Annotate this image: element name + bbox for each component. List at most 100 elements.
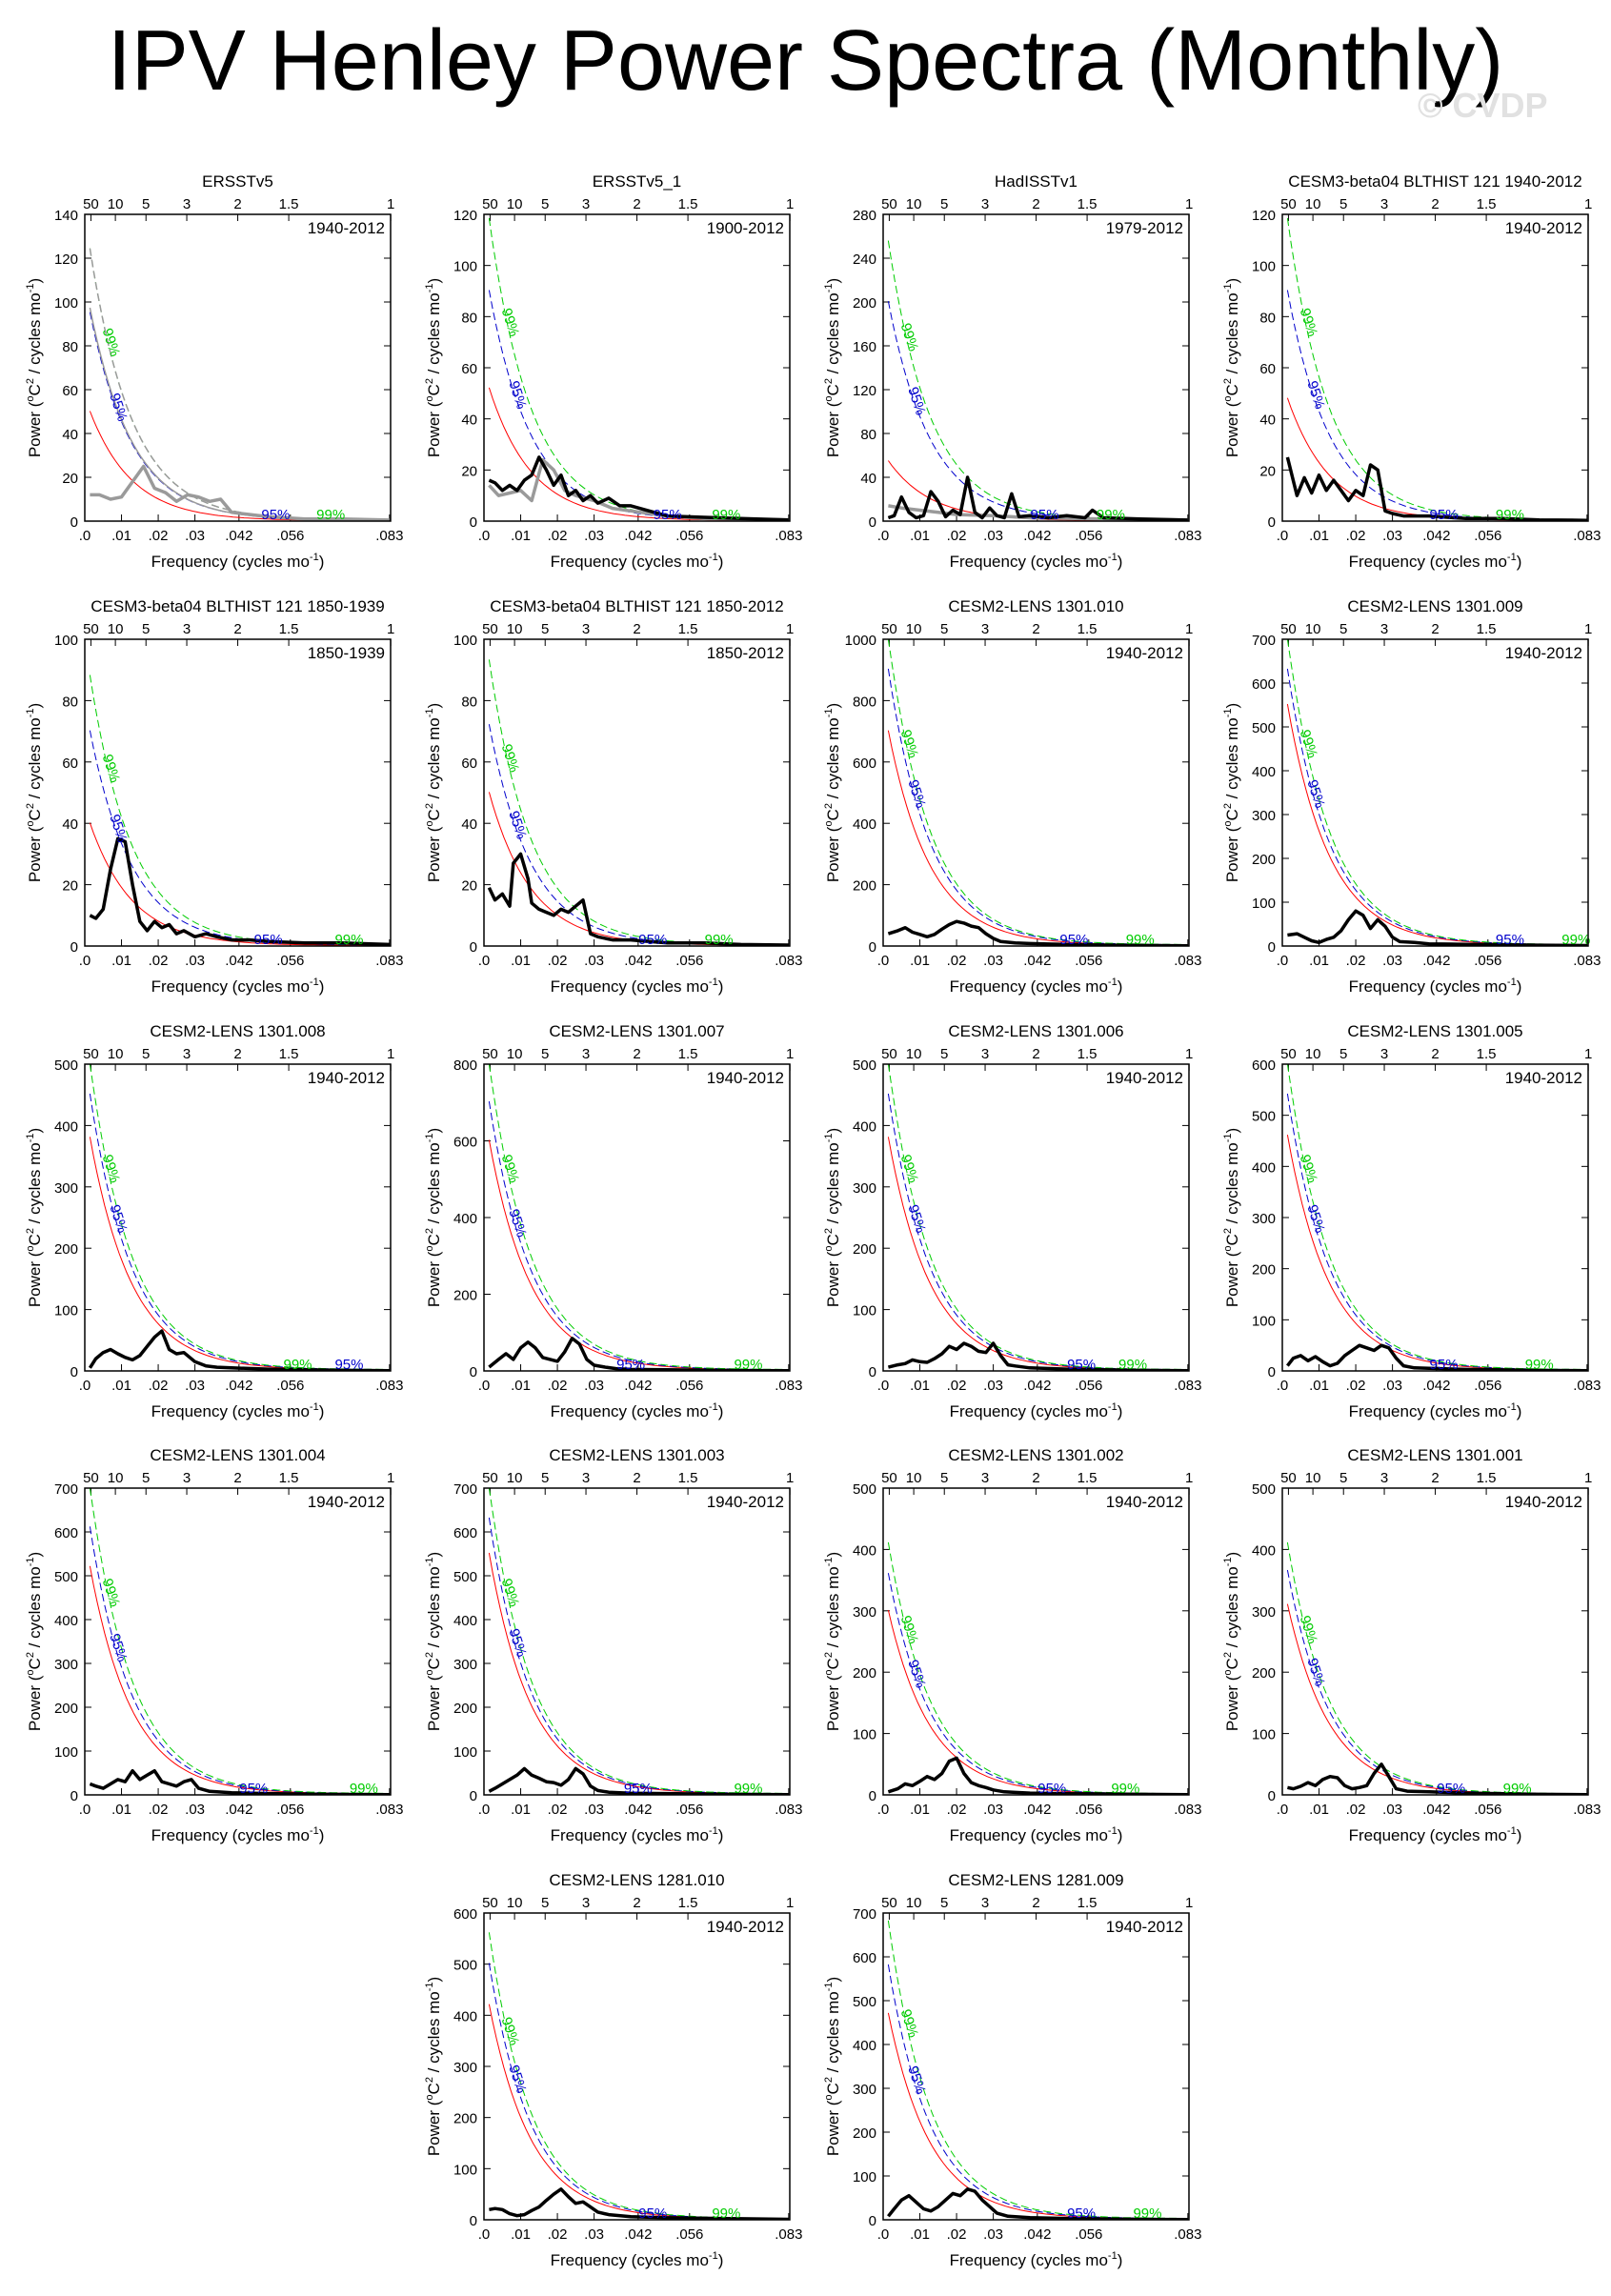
plot-frame	[882, 213, 1190, 522]
y-tick-label: 700	[853, 1906, 876, 1923]
y-tick-label: 700	[54, 1481, 78, 1498]
y-tick-label: 40	[461, 413, 477, 429]
x-tick-label: .042	[1422, 528, 1450, 544]
top-tick-label: 10	[1305, 621, 1321, 637]
curves	[887, 1541, 1188, 1795]
top-tick-label: 1.5	[678, 621, 698, 637]
x-axis-label: Frequency (cycles mo-1)	[551, 2250, 724, 2269]
label-95-percent: 95%	[1303, 778, 1327, 811]
x-tick-label: .03	[1382, 528, 1402, 544]
spectrum-panel: ERSSTv5 1940-2012 0 20 40 60 80 100 120 140 .0 .01.…	[25, 172, 403, 571]
x-tick-label: .01	[511, 953, 531, 969]
y-tick-label: 300	[853, 2082, 876, 2098]
top-tick-label: 5	[940, 621, 948, 637]
red-noise-line	[1286, 703, 1585, 946]
spectrum-panel: CESM2-LENS 1301.001 1940-2012 0 100 200 300 40…	[1222, 1446, 1601, 1844]
top-tick-label: 5	[541, 196, 549, 212]
label-99-percent-flat: 99%	[316, 507, 345, 523]
panel-title: CESM2-LENS 1301.009	[1347, 597, 1522, 615]
x-tick-label: .01	[1309, 953, 1329, 969]
top-tick-label: 50	[482, 621, 498, 637]
x-tick-label: .083	[1573, 528, 1601, 544]
spectrum-line	[89, 1768, 390, 1795]
confidence-95-line	[1286, 1569, 1585, 1795]
label-99-percent-flat: 99%	[1126, 932, 1155, 948]
y-tick-label: 0	[869, 1788, 876, 1804]
top-tick-label: 1	[1185, 1046, 1193, 1062]
plot-frame	[1281, 1063, 1589, 1372]
x-tick-label: .02	[548, 1378, 568, 1394]
confidence-99-line	[1286, 1541, 1585, 1795]
spectrum-panel: HadISSTv1 1979-2012 0 40 80 120 160 200 240 280 .0…	[823, 172, 1201, 571]
confidence-95-line	[488, 1101, 787, 1371]
panel-title: CESM2-LENS 1301.010	[948, 597, 1123, 615]
panel-title: CESM2-LENS 1281.010	[549, 1871, 724, 1889]
period-label: 1940-2012	[1106, 1069, 1183, 1087]
top-tick-label: 50	[482, 1895, 498, 1911]
top-tick-label: 2	[1032, 621, 1039, 637]
spectrum-panel: ERSSTv5_1 1900-2012 0 20 40 60 80 100 120 .0 .01 .0…	[424, 172, 802, 571]
red-noise-line	[887, 1609, 1186, 1795]
x-tick-label: .056	[1075, 1378, 1102, 1394]
plot-frame	[1281, 1487, 1589, 1796]
top-tick-label: 1	[786, 196, 794, 212]
curves	[488, 1488, 789, 1795]
spectrum-line	[488, 1766, 789, 1795]
y-tick-label: 800	[453, 1057, 477, 1074]
y-axis-label: Power (oC2 / cycles mo-1)	[823, 1552, 842, 1731]
y-tick-label: 0	[470, 514, 477, 531]
spectrum-line	[1285, 456, 1587, 521]
red-noise-line	[488, 1139, 787, 1371]
top-tick-label: 3	[183, 621, 191, 637]
top-tick-label: 3	[582, 621, 590, 637]
curves	[89, 1488, 390, 1795]
x-tick-label: .03	[983, 528, 1003, 544]
y-tick-label: 500	[453, 1958, 477, 1974]
y-tick-label: 200	[453, 1288, 477, 1304]
x-tick-label: .01	[910, 2226, 930, 2243]
top-tick-label: 2	[1032, 1046, 1039, 1062]
x-tick-label: .03	[983, 1802, 1003, 1818]
y-tick-label: 0	[1268, 1364, 1276, 1380]
x-tick-label: .0	[478, 1802, 491, 1818]
x-axis-label: Frequency (cycles mo-1)	[1349, 1825, 1522, 1844]
x-tick-label: .042	[624, 1802, 652, 1818]
x-tick-label: .0	[877, 1378, 890, 1394]
top-tick-label: 3	[981, 621, 989, 637]
top-tick-label: 2	[633, 1895, 640, 1911]
y-tick-label: 0	[70, 1788, 78, 1804]
y-tick-label: 0	[70, 514, 78, 531]
top-tick-label: 50	[1280, 196, 1297, 212]
x-tick-label: .01	[910, 953, 930, 969]
confidence-95-line	[89, 312, 388, 521]
top-tick-label: 1.5	[1077, 1046, 1097, 1062]
top-tick-label: 50	[83, 196, 99, 212]
top-tick-label: 5	[541, 1046, 549, 1062]
top-tick-label: 10	[507, 1470, 523, 1486]
x-axis-label: Frequency (cycles mo-1)	[151, 1825, 325, 1844]
spectrum-line	[487, 852, 789, 946]
label-99-percent-flat: 99%	[734, 1357, 762, 1373]
y-tick-label: 1000	[845, 633, 876, 649]
x-tick-label: .0	[1277, 528, 1289, 544]
top-tick-label: 10	[906, 1470, 922, 1486]
label-95-percent-flat: 95%	[1037, 1781, 1066, 1797]
y-tick-label: 200	[853, 295, 876, 312]
x-tick-label: .02	[149, 1802, 169, 1818]
top-tick-label: 50	[881, 1470, 897, 1486]
x-tick-label: .083	[1174, 1378, 1201, 1394]
y-axis-label: Power (oC2 / cycles mo-1)	[424, 1977, 443, 2156]
x-tick-label: .01	[511, 528, 531, 544]
label-95-percent-flat: 95%	[1437, 1781, 1465, 1797]
label-99-percent: 99%	[99, 1577, 123, 1609]
confidence-99-line	[1286, 1064, 1585, 1370]
top-tick-label: 2	[1032, 1895, 1039, 1911]
label-95-percent: 95%	[904, 778, 928, 811]
x-tick-label: .0	[79, 1802, 91, 1818]
curves	[1286, 1064, 1587, 1371]
confidence-99-line	[89, 675, 388, 946]
top-tick-label: 50	[482, 1470, 498, 1486]
top-tick-label: 5	[1339, 196, 1347, 212]
y-tick-label: 100	[853, 1727, 876, 1743]
x-tick-label: .01	[1309, 1378, 1329, 1394]
